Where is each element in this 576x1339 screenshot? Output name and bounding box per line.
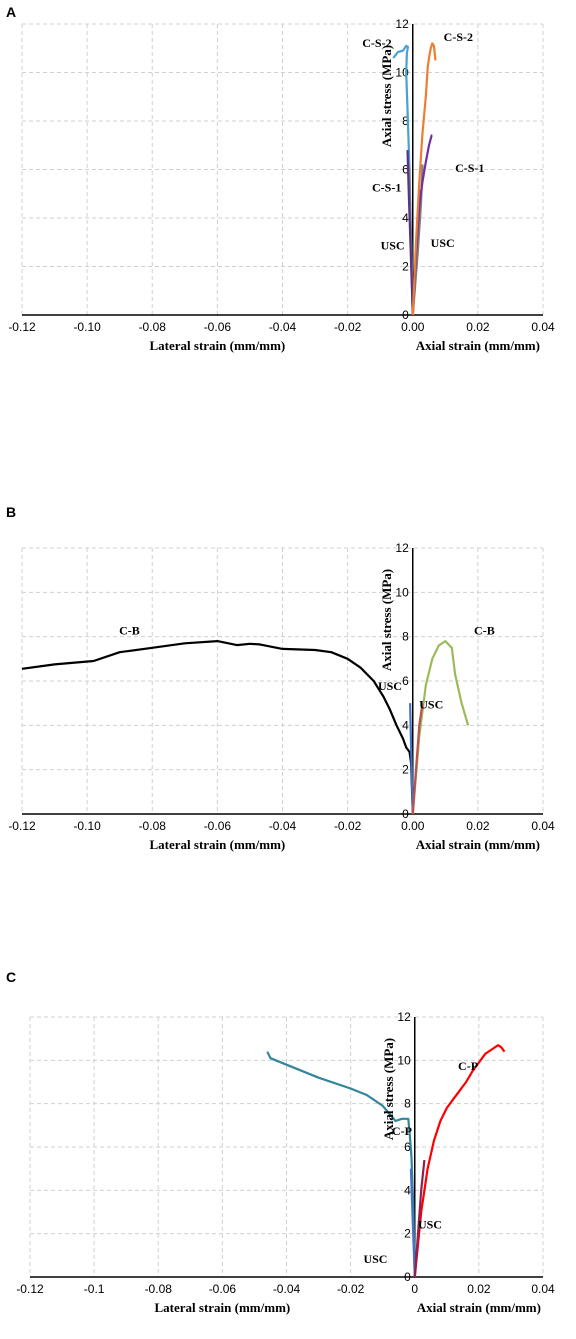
chart-a-y-tick-label: 12: [395, 17, 409, 31]
chart-b-svg: -0.12 -0.10 -0.08 -0.06 -0.04 -0.02 0.00 0.02 0.…: [8, 541, 555, 852]
chart-b-x-tick-label: 0.04: [531, 819, 555, 833]
chart-c-series-label: C-P: [458, 1059, 478, 1073]
chart-c-y-tick-label: 4: [404, 1183, 411, 1197]
chart-a-y-tick-label: 2: [402, 260, 409, 274]
chart-a-series-label: C-S-2: [362, 36, 391, 50]
chart-panel-a: -0.12 -0.10 -0.08 -0.06 -0.04 -0.02 0.00 0.02 0.…: [0, 0, 576, 370]
chart-panel-c: -0.12 -0.1 -0.08 -0.06 -0.04 -0.02 0 0.02 0.04 0 2…: [0, 965, 576, 1339]
chart-c-y-tick-label: 2: [404, 1227, 411, 1241]
panel-letter-b: B: [6, 504, 17, 520]
chart-c-series-line-4: [413, 1159, 426, 1278]
chart-a-x-tick-label: -0.02: [334, 320, 362, 334]
chart-b-series-label: USC: [378, 679, 402, 693]
chart-b-series-line-3: [411, 640, 470, 815]
chart-c-series-line-2: [409, 1168, 416, 1278]
chart-a-series-label: C-S-1: [455, 161, 484, 175]
chart-a-x-tick-label: 0.04: [531, 320, 555, 334]
chart-a-x-tick-label: -0.08: [139, 320, 167, 334]
chart-a-y-tick-label: 8: [402, 114, 409, 128]
panel-letter-a: A: [6, 4, 17, 20]
chart-c-x-tick-label: -0.08: [145, 1282, 173, 1296]
chart-c-xlabel-lateral: Lateral strain (mm/mm): [155, 1300, 291, 1315]
chart-a-xlabel-lateral: Lateral strain (mm/mm): [150, 338, 286, 353]
chart-b-series-label: C-B: [474, 623, 495, 637]
chart-c-x-tick-label: -0.04: [273, 1282, 301, 1296]
chart-c-series-line-3: [413, 1044, 506, 1278]
chart-c-svg: -0.12 -0.1 -0.08 -0.06 -0.04 -0.02 0 0.02 0.04 0 2…: [16, 1010, 555, 1315]
chart-b-series-line-2: [409, 703, 414, 815]
chart-c-series-label: USC: [363, 1252, 387, 1266]
chart-b-y-tick-label: 2: [402, 763, 409, 777]
chart-b-series-line-1: [21, 640, 414, 815]
chart-b-x-tick-label: 0.00: [401, 819, 425, 833]
chart-b-x-tick-label: -0.12: [8, 819, 36, 833]
chart-c-y-tick-label: 12: [397, 1010, 411, 1024]
chart-a-y-tick-label: 0: [402, 308, 409, 322]
chart-c-y-tick-label: 10: [397, 1053, 411, 1067]
chart-a-x-tick-label: -0.04: [269, 320, 297, 334]
chart-b-ylabel: Axial stress (MPa): [379, 569, 394, 671]
chart-c-xlabel-axial: Axial strain (mm/mm): [417, 1300, 541, 1315]
chart-a-svg: -0.12 -0.10 -0.08 -0.06 -0.04 -0.02 0.00 0.02 0.…: [8, 17, 555, 353]
chart-c-x-tick-label: -0.06: [209, 1282, 237, 1296]
chart-a-x-tick-label: -0.06: [204, 320, 232, 334]
chart-a-series-label: USC: [381, 239, 405, 253]
chart-c-y-tick-label: 0: [404, 1270, 411, 1284]
chart-b-x-tick-label: 0.02: [466, 819, 490, 833]
chart-b-x-tick-label: -0.04: [269, 819, 297, 833]
chart-b-y-tick-label: 8: [402, 630, 409, 644]
chart-a-series-label: USC: [431, 236, 455, 250]
chart-a-y-tick-label: 4: [402, 211, 409, 225]
chart-b-y-tick-label: 10: [395, 585, 409, 599]
chart-a-ylabel: Axial stress (MPa): [379, 45, 394, 147]
chart-a-series-line-4: [406, 150, 414, 316]
chart-a-series-line-8: [411, 42, 437, 316]
chart-b-series-label: USC: [419, 698, 443, 712]
chart-b-series-line-4: [411, 703, 424, 815]
chart-a-xlabel-axial: Axial strain (mm/mm): [416, 338, 540, 353]
chart-c-x-tick-label: -0.12: [16, 1282, 44, 1296]
chart-b-series-label: C-B: [119, 623, 140, 637]
chart-c-ylabel: Axial stress (MPa): [381, 1038, 396, 1140]
chart-c-x-tick-label: 0: [411, 1282, 418, 1296]
chart-a-series-label: C-S-1: [372, 180, 401, 194]
chart-panel-b: -0.12 -0.10 -0.08 -0.06 -0.04 -0.02 0.00 0.02 0.…: [0, 500, 576, 880]
chart-c-x-tick-label: -0.02: [337, 1282, 365, 1296]
chart-c-series-line-1: [266, 1051, 416, 1278]
panel-letter-c: C: [6, 969, 17, 985]
chart-c-series-label: C-P: [392, 1124, 412, 1138]
chart-b-x-tick-label: -0.10: [73, 819, 101, 833]
chart-a-x-tick-label: -0.10: [73, 320, 101, 334]
chart-b-y-tick-label: 4: [402, 718, 409, 732]
chart-b-y-tick-label: 6: [402, 674, 409, 688]
chart-a-y-tick-label: 6: [402, 163, 409, 177]
chart-a-series-label: C-S-2: [444, 30, 473, 44]
chart-b-x-tick-label: -0.06: [204, 819, 232, 833]
chart-a-x-tick-label: 0.02: [466, 320, 490, 334]
chart-b-xlabel-axial: Axial strain (mm/mm): [416, 837, 540, 852]
chart-c-x-tick-label: 0.04: [531, 1282, 555, 1296]
chart-b-y-tick-label: 12: [395, 541, 409, 555]
chart-c-y-tick-label: 8: [404, 1097, 411, 1111]
chart-c-y-tick-label: 6: [404, 1140, 411, 1154]
chart-a-x-tick-label: -0.12: [8, 320, 36, 334]
chart-c-x-tick-label: -0.1: [84, 1282, 105, 1296]
chart-b-y-tick-label: 0: [402, 807, 409, 821]
chart-c-series-label: USC: [418, 1217, 442, 1231]
chart-a-x-tick-label: 0.00: [401, 320, 425, 334]
chart-c-x-tick-label: 0.02: [467, 1282, 491, 1296]
chart-b-x-tick-label: -0.02: [334, 819, 362, 833]
chart-b-xlabel-lateral: Lateral strain (mm/mm): [150, 837, 286, 852]
chart-b-x-tick-label: -0.08: [139, 819, 167, 833]
